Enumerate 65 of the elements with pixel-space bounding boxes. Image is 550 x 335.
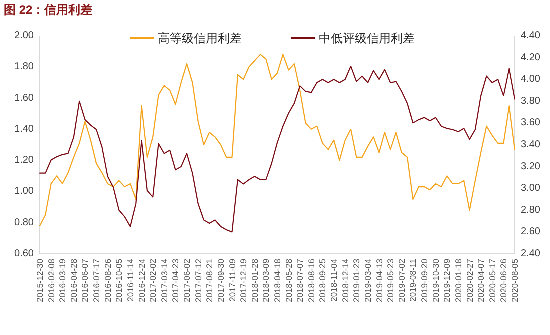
x-tick-label: 2017-12-19: [238, 258, 249, 302]
x-tick-label: 2016-11-14: [125, 258, 136, 302]
x-tick-label: 2016-03-19: [58, 258, 68, 302]
x-tick-label: 2016-07-17: [92, 258, 102, 302]
x-tick-label: 2018-01-28: [250, 258, 260, 302]
y2-tick-label: 2.80: [521, 204, 541, 216]
legend-label: 中低评级信用利差: [319, 32, 415, 46]
y2-tick-label: 3.00: [521, 183, 541, 194]
x-tick-label: 2016-02-08: [46, 258, 56, 302]
x-tick-label: 2020-04-07: [476, 258, 486, 302]
x-tick-label: 2018-05-28: [284, 258, 294, 302]
x-tick-label: 2018-08-16: [306, 258, 316, 302]
x-tick-label: 2018-09-25: [318, 258, 328, 302]
y2-tick-label: 3.80: [521, 96, 541, 107]
x-tick-label: 2019-05-23: [386, 258, 396, 302]
x-tick-label: 2018-03-09: [261, 258, 272, 302]
y2-tick-label: 2.60: [521, 226, 541, 238]
y-tick-label: 1.20: [14, 155, 34, 166]
chart-title: 图 22：信用利差: [4, 3, 93, 17]
x-tick-label: 2015-12-30: [35, 258, 45, 302]
legend-label: 高等级信用利差: [158, 32, 242, 46]
x-tick-label: 2017-11-09: [227, 258, 238, 302]
x-tick-label: 2020-02-27: [464, 258, 475, 302]
x-tick-label: 2019-08-11: [408, 258, 418, 302]
x-tick-label: 2019-04-13: [374, 258, 384, 302]
x-tick-label: 2019-07-02: [396, 258, 407, 302]
x-tick-label: 2017-02-02: [148, 258, 158, 302]
x-tick-label: 2019-10-30: [430, 258, 441, 302]
y2-tick-label: 3.40: [521, 140, 541, 150]
y2-tick-label: 4.00: [521, 74, 541, 86]
y-tick-label: 2.00: [14, 30, 34, 42]
x-tick-label: 2017-06-02: [182, 258, 192, 302]
y2-tick-label: 3.20: [521, 161, 541, 172]
x-tick-label: 2019-01-23: [352, 258, 362, 302]
x-tick-label: 2020-06-26: [498, 258, 509, 302]
x-tick-label: 2017-07-12: [193, 258, 204, 302]
x-tick-label: 2016-06-07: [80, 258, 90, 302]
x-tick-label: 2018-12-14: [340, 258, 350, 302]
x-tick-label: 2019-12-09: [442, 258, 452, 302]
y2-tick-label: 2.40: [521, 248, 541, 260]
x-tick-label: 2019-09-20: [420, 258, 430, 302]
x-tick-label: 2020-05-17: [487, 258, 498, 302]
y2-tick-label: 3.60: [521, 118, 541, 129]
x-tick-label: 2018-07-07: [295, 258, 306, 302]
x-tick-label: 2016-08-26: [102, 258, 113, 302]
x-tick-label: 2017-04-23: [170, 258, 181, 302]
y-tick-label: 0.80: [14, 217, 34, 228]
y-tick-label: 1.60: [14, 92, 34, 104]
y-tick-label: 1.80: [14, 62, 34, 73]
y2-tick-label: 4.40: [521, 30, 541, 42]
y-tick-label: 1.40: [14, 124, 34, 135]
y-tick-label: 0.60: [14, 248, 34, 260]
y-tick-label: 1.00: [14, 186, 34, 198]
x-tick-label: 2019-03-04: [362, 258, 373, 302]
x-tick-label: 2017-08-21: [204, 258, 215, 302]
x-tick-label: 2017-09-30: [216, 258, 226, 302]
x-tick-label: 2020-08-05: [510, 258, 520, 302]
x-tick-label: 2016-04-28: [68, 258, 79, 302]
x-tick-label: 2018-11-04: [329, 258, 340, 302]
x-tick-label: 2017-03-14: [159, 258, 170, 302]
x-tick-label: 2020-01-18: [453, 258, 464, 302]
x-tick-label: 2018-04-18: [272, 258, 282, 302]
x-tick-label: 2016-10-05: [114, 258, 124, 302]
x-tick-label: 2016-12-24: [136, 258, 147, 302]
y2-tick-label: 4.20: [521, 52, 541, 64]
